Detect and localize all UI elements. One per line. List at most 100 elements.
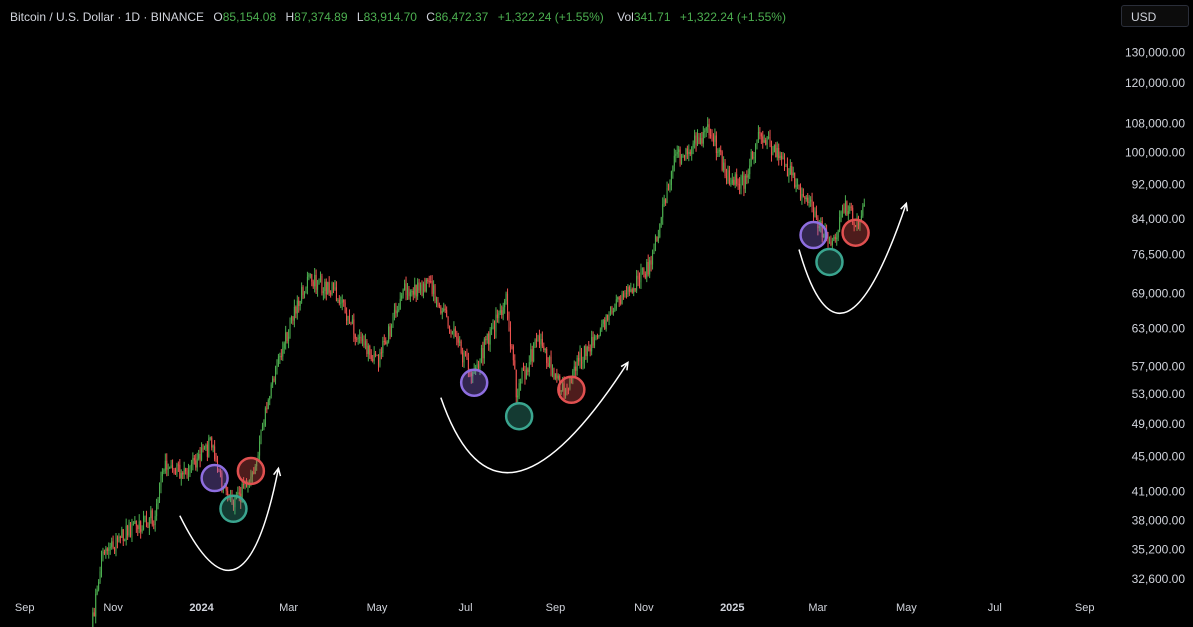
candle-body: [325, 281, 327, 295]
candle-body: [186, 471, 188, 476]
candle-body: [589, 348, 591, 352]
currency-selector[interactable]: USD: [1121, 5, 1189, 27]
candle-body: [668, 188, 670, 190]
candle-body: [177, 464, 179, 466]
candle-body: [849, 206, 851, 211]
candle-body: [373, 353, 375, 361]
candle-body: [469, 372, 471, 374]
candle-body: [418, 282, 420, 291]
candle-body: [689, 151, 691, 155]
candle-body: [553, 368, 555, 379]
candle-body: [507, 293, 509, 319]
candle-body: [615, 299, 617, 309]
candle-body: [451, 331, 453, 335]
candle-body: [214, 446, 216, 460]
time-tick-label: 2024: [189, 602, 214, 614]
candle-body: [270, 384, 272, 397]
candle-body: [801, 193, 803, 199]
candle-body: [591, 336, 593, 352]
candle-body: [831, 240, 833, 246]
candle-body: [176, 464, 178, 474]
candle-body: [444, 308, 446, 310]
candle-body: [466, 354, 468, 359]
candle-body: [314, 274, 316, 287]
candle-body: [272, 378, 274, 385]
marker-circle-red: [841, 218, 870, 247]
candle-body: [438, 304, 440, 307]
candle-body: [813, 206, 815, 217]
candle-body: [755, 144, 757, 158]
candle-body: [766, 137, 768, 145]
candle-body: [727, 170, 729, 182]
candle-body: [827, 239, 829, 244]
candle-body: [495, 314, 497, 332]
candle-body: [691, 147, 693, 155]
candle-body: [290, 316, 292, 321]
candle-body: [267, 399, 269, 409]
candle-body: [699, 138, 701, 144]
candle-body: [346, 312, 348, 321]
candle-body: [393, 309, 395, 315]
candle-body: [575, 366, 577, 371]
candle-body: [828, 242, 830, 244]
candle-body: [718, 149, 720, 152]
symbol-name[interactable]: Bitcoin / U.S. Dollar · 1D · BINANCE: [10, 10, 205, 24]
candle-body: [421, 284, 423, 296]
candle-body: [560, 390, 562, 392]
candle-body: [118, 536, 120, 542]
candle-body: [760, 133, 762, 137]
candle-body: [467, 358, 469, 373]
candle-body: [354, 334, 356, 339]
candle-body: [723, 162, 725, 171]
candle-body: [333, 282, 335, 289]
candle-body: [279, 356, 281, 358]
candle-body: [380, 352, 382, 354]
candle-body: [666, 188, 668, 203]
price-tick-label: 92,000.00: [1132, 177, 1186, 191]
candle-body: [282, 348, 284, 357]
candle-body: [840, 211, 842, 218]
candle-body: [705, 126, 707, 131]
price-tick-label: 41,000.00: [1132, 485, 1186, 499]
candle-body: [652, 252, 654, 265]
candle-body: [511, 346, 513, 348]
candle-body: [579, 352, 581, 362]
candle-body: [256, 460, 258, 467]
candle-body: [791, 165, 793, 176]
candle-body: [643, 268, 645, 275]
candle-body: [475, 367, 477, 370]
candle-body: [802, 193, 804, 197]
candle-body: [263, 425, 265, 427]
candle-body: [227, 490, 229, 496]
candle-body: [180, 473, 182, 479]
candle-body: [383, 341, 385, 343]
candle-body: [565, 388, 567, 396]
candle-body: [792, 172, 794, 176]
candle-body: [528, 362, 530, 372]
candle-body: [570, 377, 572, 379]
candle-body: [844, 201, 846, 213]
candle-body: [218, 470, 220, 472]
candle-body: [779, 155, 781, 159]
candle-body: [650, 260, 652, 265]
candle-body: [433, 285, 435, 294]
candle-body: [842, 207, 844, 212]
candle-body: [763, 140, 765, 143]
candle-body: [260, 430, 262, 442]
candle-body: [762, 136, 764, 143]
candle-body: [714, 135, 716, 142]
candle-body: [583, 346, 585, 362]
candle-body: [341, 299, 343, 303]
candle-body: [301, 287, 303, 301]
candle-body: [93, 612, 95, 617]
candle-body: [731, 179, 733, 184]
candle-body: [488, 333, 490, 345]
candle-body: [837, 230, 839, 238]
candle-body: [103, 551, 105, 554]
high-value: 87,374.89: [294, 10, 348, 24]
price-tick-label: 49,000.00: [1132, 417, 1186, 431]
candle-body: [402, 289, 404, 296]
candle-body: [726, 175, 728, 182]
candle-body: [617, 297, 619, 300]
